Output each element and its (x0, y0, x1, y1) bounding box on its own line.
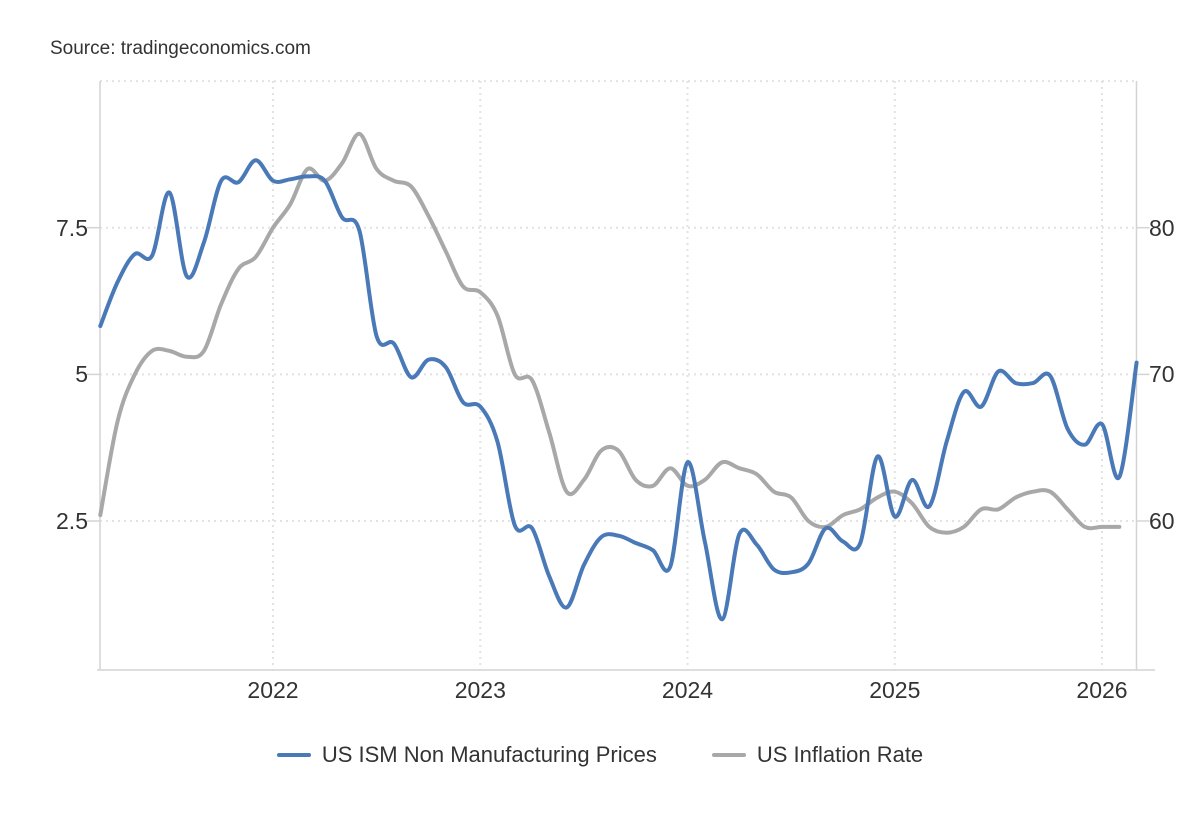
ism-series-dash-icon (276, 753, 311, 757)
legend-item-ism[interactable]: US ISM Non Manufacturing Prices (276, 742, 657, 768)
x-axis-label-2025: 2025 (869, 677, 921, 703)
inflation-rate-line (98, 131, 1122, 535)
legend: US ISM Non Manufacturing Prices US Infla… (0, 742, 1200, 768)
source-text: Source: tradingeconomics.com (50, 38, 311, 59)
right-axis-label-80: 80 (1149, 214, 1175, 241)
x-axis-label-2022: 2022 (247, 677, 299, 703)
ism-prices-line (98, 158, 1139, 622)
left-axis-label-5: 5 (75, 361, 88, 388)
legend-label-inflation: US Inflation Rate (756, 742, 924, 767)
left-axis-label-7-5: 7.5 (56, 214, 88, 241)
legend-item-inflation[interactable]: US Inflation Rate (711, 742, 924, 768)
legend-label-ism: US ISM Non Manufacturing Prices (321, 742, 657, 767)
left-axis-label-2-5: 2.5 (56, 508, 88, 534)
right-axis-label-70: 70 (1149, 361, 1175, 388)
x-axis-label-2024: 2024 (661, 677, 714, 703)
x-axis-label-2026: 2026 (1076, 677, 1128, 703)
right-axis-label-60: 60 (1149, 508, 1175, 534)
x-axis-label-2023: 2023 (454, 677, 506, 703)
inflation-series-dash-icon (711, 753, 746, 757)
